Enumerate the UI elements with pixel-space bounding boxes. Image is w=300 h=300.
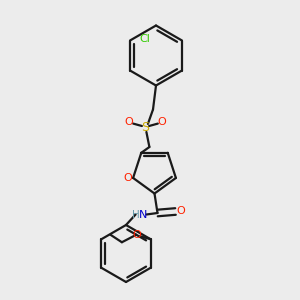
Text: S: S xyxy=(142,121,149,134)
Text: O: O xyxy=(158,117,166,127)
Text: H: H xyxy=(132,209,140,220)
Text: O: O xyxy=(132,230,141,240)
Text: N: N xyxy=(139,209,147,220)
Text: O: O xyxy=(176,206,185,217)
Text: O: O xyxy=(124,117,134,127)
Text: Cl: Cl xyxy=(140,34,151,44)
Text: O: O xyxy=(123,173,132,183)
